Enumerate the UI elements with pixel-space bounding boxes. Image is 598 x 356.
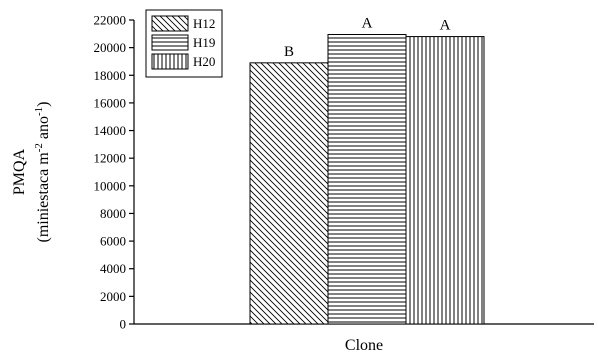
legend-label-h20: H20 [193,54,215,69]
y-ticks: 0 2000 4000 6000 8000 10000 12000 14000 16000 180… [94,13,134,332]
y-axis-title: PMQA (miniestaca m-2 ano-1) [11,102,52,243]
y-tick-label: 4000 [100,261,126,276]
bar-h20 [405,36,485,325]
bar-h19 [327,34,407,325]
legend-swatch-h19 [151,34,189,51]
bar-h12 [249,62,329,325]
legend-swatch-h12 [151,15,189,32]
significance-labels: B A A [284,16,451,60]
legend: H12 H19 H20 [145,9,223,78]
legend-label-h19: H19 [193,35,215,50]
bars [249,34,485,325]
y-axis-title-line2: (miniestaca m-2 ano-1) [33,102,52,243]
y-tick-label: 6000 [100,234,126,249]
y-tick-label: 2000 [100,289,126,304]
y-tick-label: 10000 [94,178,127,193]
y-tick-label: 12000 [94,151,127,166]
y-tick-label: 16000 [94,95,127,110]
y-tick-label: 22000 [94,13,127,28]
plot-area: 0 2000 4000 6000 8000 10000 12000 14000 16000 180… [94,13,594,332]
significance-label-h19: A [362,16,373,32]
y-tick-label: 0 [120,317,127,332]
significance-label-h20: A [440,18,451,34]
legend-label-h12: H12 [193,16,215,31]
y-axis-title-line1: PMQA [11,148,28,195]
legend-swatch-h20 [151,53,189,70]
significance-label-h12: B [284,44,294,60]
y-tick-label: 18000 [94,68,127,83]
y-tick-label: 14000 [94,123,127,138]
y-tick-label: 20000 [94,40,127,55]
x-axis-title: Clone [345,337,383,354]
y-tick-label: 8000 [100,206,126,221]
